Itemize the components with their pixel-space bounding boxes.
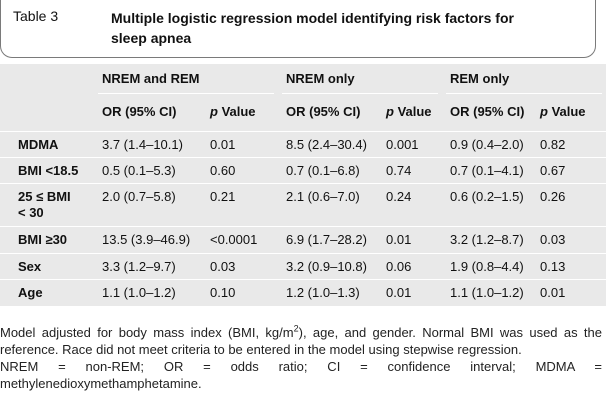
table-cell: 3.7 (1.4–10.1) <box>102 137 183 152</box>
row-label: MDMA <box>18 137 59 152</box>
table-cell: 3.2 (0.9–10.8) <box>286 259 367 274</box>
table-cell: 0.7 (0.1–6.8) <box>286 163 360 178</box>
table-cell: 0.9 (0.4–2.0) <box>450 137 524 152</box>
table-cell: 0.01 <box>540 285 566 300</box>
row-label: Sex <box>18 259 42 274</box>
table-label: Table 3 <box>13 8 59 24</box>
table-cell: 3.3 (1.2–9.7) <box>102 259 176 274</box>
p-italic: p <box>540 104 548 119</box>
row-label-line: < 30 <box>18 205 44 220</box>
table-cell: 6.9 (1.7–28.2) <box>286 232 367 247</box>
group-header-row: NREM and REM NREM only REM only <box>0 64 606 94</box>
table-cell: 0.06 <box>386 259 412 274</box>
footnote-pre: Model adjusted for body mass index (BMI,… <box>0 325 294 340</box>
group-header-nrem-only: NREM only <box>286 71 355 86</box>
table-cell: 0.03 <box>540 232 566 247</box>
footnote-abbreviations: NREM = non-REM; OR = odds ratio; CI = co… <box>0 359 602 391</box>
table-cell: 1.9 (0.8–4.4) <box>450 259 524 274</box>
table-cell: 8.5 (2.4–30.4) <box>286 137 367 152</box>
table-header: Table 3 Multiple logistic regression mod… <box>0 0 596 58</box>
table-row: BMI <18.5 0.5 (0.1–5.3) 0.60 0.7 (0.1–6.… <box>0 158 606 184</box>
col-header-p: p Value <box>540 104 586 120</box>
table-row: MDMA 3.7 (1.4–10.1) 0.01 8.5 (2.4–30.4) … <box>0 132 606 158</box>
table-cell: 0.74 <box>386 163 412 178</box>
table-row: 25 ≤ BMI < 30 2.0 (0.7–5.8) 0.21 2.1 (0.… <box>0 184 606 227</box>
footnote-model: Model adjusted for body mass index (BMI,… <box>0 324 602 358</box>
footnote-post: ), age, and gender. Normal BMI was used … <box>0 325 602 357</box>
row-label: 25 ≤ BMI < 30 <box>18 189 71 221</box>
table-cell: 1.2 (1.0–1.3) <box>286 285 360 300</box>
table-cell: 0.6 (0.2–1.5) <box>450 189 524 204</box>
regression-table: NREM and REM NREM only REM only OR (95% … <box>0 64 606 306</box>
table-cell: 0.03 <box>210 259 236 274</box>
group-header-nrem-and-rem: NREM and REM <box>102 71 200 86</box>
table-cell: 0.5 (0.1–5.3) <box>102 163 176 178</box>
table-footnote: Model adjusted for body mass index (BMI,… <box>0 324 602 392</box>
table-cell: 13.5 (3.9–46.9) <box>102 232 191 247</box>
table-cell: 0.01 <box>386 232 412 247</box>
table-cell: 0.24 <box>386 189 412 204</box>
group-rule <box>446 93 602 94</box>
footnote-sup: 2 <box>293 323 299 334</box>
table-cell: 0.01 <box>386 285 412 300</box>
group-header-rem-only: REM only <box>450 71 510 86</box>
row-label-line: 25 ≤ BMI <box>18 189 71 204</box>
table-cell: 0.60 <box>210 163 236 178</box>
table-cell: 3.2 (1.2–8.7) <box>450 232 524 247</box>
table-cell: 0.01 <box>210 137 236 152</box>
col-header-or: OR (95% CI) <box>102 104 177 119</box>
table-cell: 1.1 (1.0–1.2) <box>450 285 524 300</box>
col-header-or: OR (95% CI) <box>450 104 525 119</box>
table-cell: 0.001 <box>386 137 419 152</box>
row-label: BMI ≥30 <box>18 232 68 247</box>
table-cell: 1.1 (1.0–1.2) <box>102 285 176 300</box>
col-header-p: p Value <box>210 104 256 120</box>
table-cell: 0.13 <box>540 259 566 274</box>
table-cell: 0.7 (0.1–4.1) <box>450 163 524 178</box>
p-rest: Value <box>217 104 256 119</box>
col-header-or: OR (95% CI) <box>286 104 361 119</box>
table-row: Sex 3.3 (1.2–9.7) 0.03 3.2 (0.9–10.8) 0.… <box>0 254 606 280</box>
p-rest: Value <box>547 104 586 119</box>
row-label: BMI <18.5 <box>18 163 79 178</box>
table-title: Multiple logistic regression model ident… <box>111 10 514 46</box>
group-rule <box>282 93 438 94</box>
subheader-row: OR (95% CI) p Value OR (95% CI) p Value … <box>0 94 606 132</box>
table-cell: 2.0 (0.7–5.8) <box>102 189 176 204</box>
p-italic: p <box>210 104 218 119</box>
table-cell: 2.1 (0.6–7.0) <box>286 189 360 204</box>
table-cell: 0.21 <box>210 189 236 204</box>
p-rest: Value <box>393 104 432 119</box>
row-label: Age <box>18 285 43 300</box>
table-cell: <0.0001 <box>210 232 258 247</box>
table-row: BMI ≥30 13.5 (3.9–46.9) <0.0001 6.9 (1.7… <box>0 227 606 254</box>
p-italic: p <box>386 104 394 119</box>
table-cell: 0.82 <box>540 137 566 152</box>
table-cell: 0.26 <box>540 189 566 204</box>
col-header-p: p Value <box>386 104 432 120</box>
table-cell: 0.67 <box>540 163 566 178</box>
group-rule <box>98 93 274 94</box>
table-cell: 0.10 <box>210 285 236 300</box>
table-row: Age 1.1 (1.0–1.2) 0.10 1.2 (1.0–1.3) 0.0… <box>0 280 606 306</box>
